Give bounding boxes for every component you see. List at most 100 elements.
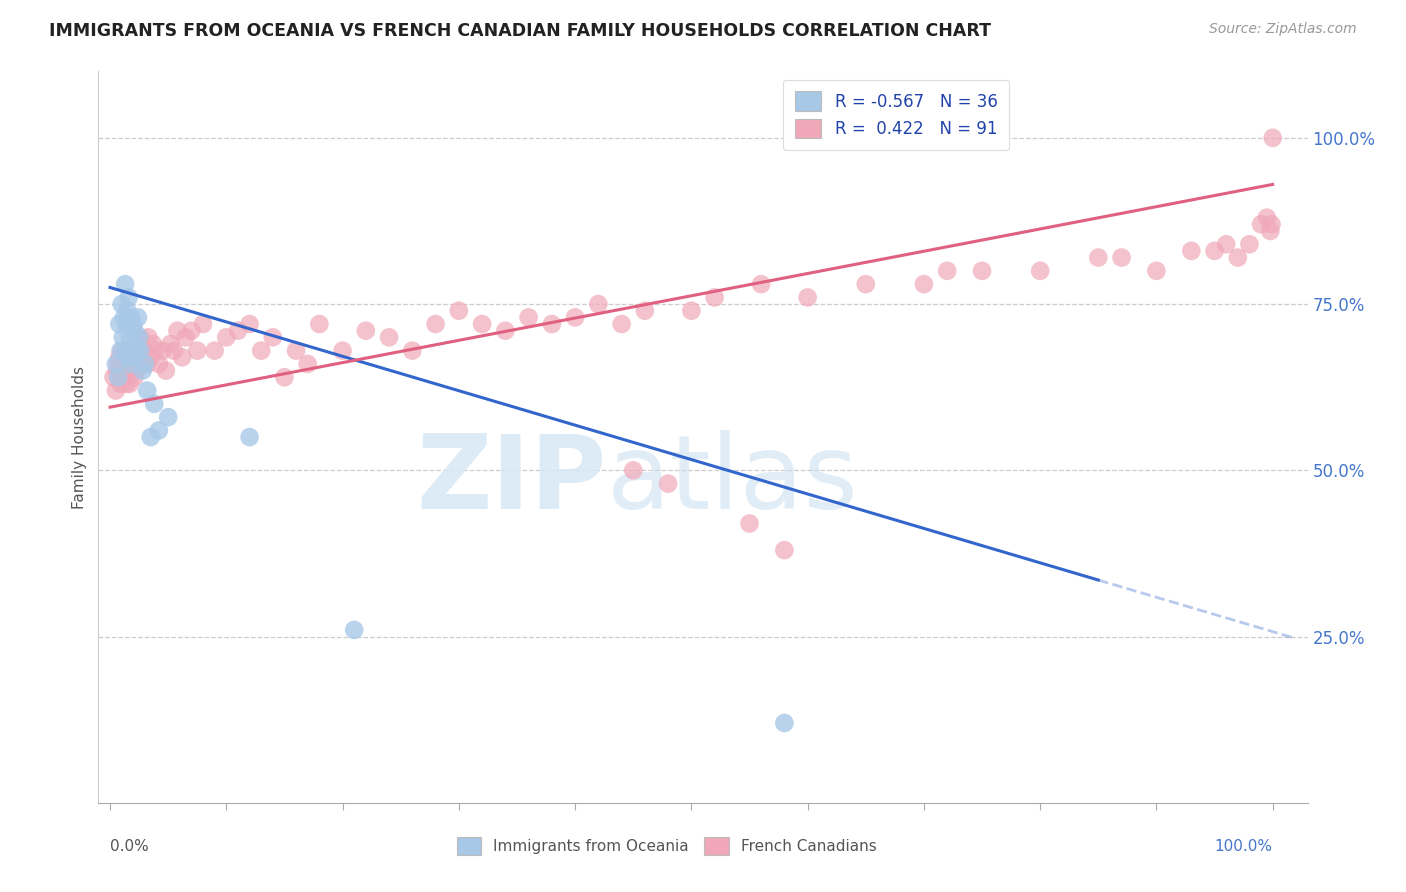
Point: [131, 357, 153, 371]
Point: [273, 370, 295, 384]
Point: [308, 317, 330, 331]
Point: [1250, 217, 1272, 231]
Point: [125, 363, 148, 377]
Point: [148, 357, 170, 371]
Point: [108, 317, 131, 331]
Point: [134, 343, 156, 358]
Point: [634, 303, 657, 318]
Point: [138, 330, 160, 344]
Point: [122, 317, 145, 331]
Point: [494, 324, 516, 338]
Point: [1226, 251, 1249, 265]
Point: [681, 303, 703, 318]
Point: [354, 324, 377, 338]
Point: [136, 357, 159, 371]
Point: [121, 343, 143, 358]
Point: [239, 430, 262, 444]
Point: [1180, 244, 1202, 258]
Point: [155, 363, 177, 377]
Point: [1144, 264, 1167, 278]
Point: [115, 317, 138, 331]
Point: [128, 343, 150, 358]
Y-axis label: Family Households: Family Households: [72, 366, 87, 508]
Text: IMMIGRANTS FROM OCEANIA VS FRENCH CANADIAN FAMILY HOUSEHOLDS CORRELATION CHART: IMMIGRANTS FROM OCEANIA VS FRENCH CANADI…: [49, 22, 991, 40]
Point: [148, 424, 170, 438]
Point: [1260, 224, 1282, 238]
Point: [738, 516, 761, 531]
Point: [204, 343, 226, 358]
Point: [121, 351, 143, 365]
Point: [111, 363, 134, 377]
Point: [104, 384, 127, 398]
Point: [1260, 217, 1282, 231]
Point: [855, 277, 877, 292]
Point: [285, 343, 308, 358]
Point: [127, 310, 149, 325]
Point: [111, 343, 134, 358]
Text: Source: ZipAtlas.com: Source: ZipAtlas.com: [1209, 22, 1357, 37]
Point: [150, 343, 173, 358]
Point: [621, 463, 644, 477]
Point: [105, 363, 128, 377]
Point: [139, 430, 162, 444]
Point: [120, 357, 142, 371]
Point: [163, 343, 186, 358]
Point: [174, 330, 197, 344]
Text: 100.0%: 100.0%: [1215, 839, 1272, 855]
Point: [117, 303, 139, 318]
Point: [936, 264, 959, 278]
Point: [1215, 237, 1237, 252]
Point: [139, 351, 162, 365]
Point: [114, 357, 136, 371]
Point: [703, 290, 725, 304]
Point: [1204, 244, 1226, 258]
Point: [107, 357, 129, 371]
Point: [143, 397, 166, 411]
Point: [111, 330, 134, 344]
Point: [215, 330, 238, 344]
Text: atlas: atlas: [606, 431, 858, 532]
Point: [226, 324, 249, 338]
Point: [471, 317, 494, 331]
Point: [191, 317, 214, 331]
Point: [401, 343, 423, 358]
Point: [124, 324, 146, 338]
Point: [180, 324, 202, 338]
Point: [110, 376, 132, 391]
Point: [1239, 237, 1261, 252]
Point: [447, 303, 470, 318]
Point: [118, 363, 141, 377]
Point: [114, 343, 136, 358]
Point: [540, 317, 562, 331]
Point: [157, 410, 180, 425]
Point: [129, 343, 152, 358]
Text: 0.0%: 0.0%: [110, 839, 149, 855]
Point: [588, 297, 610, 311]
Point: [142, 337, 165, 351]
Point: [262, 330, 284, 344]
Point: [1256, 211, 1278, 225]
Point: [332, 343, 354, 358]
Point: [610, 317, 633, 331]
Point: [115, 376, 138, 391]
Point: [125, 343, 148, 358]
Point: [250, 343, 273, 358]
Point: [117, 351, 139, 365]
Point: [128, 330, 150, 344]
Legend: Immigrants from Oceania, French Canadians: Immigrants from Oceania, French Canadian…: [450, 831, 883, 861]
Point: [166, 324, 188, 338]
Point: [131, 363, 153, 377]
Point: [114, 277, 136, 292]
Point: [111, 297, 134, 311]
Point: [136, 384, 159, 398]
Point: [118, 317, 141, 331]
Point: [118, 290, 141, 304]
Point: [425, 317, 447, 331]
Point: [108, 351, 131, 365]
Point: [122, 343, 145, 358]
Point: [657, 476, 679, 491]
Point: [186, 343, 208, 358]
Point: [103, 370, 125, 384]
Point: [749, 277, 772, 292]
Point: [104, 357, 127, 371]
